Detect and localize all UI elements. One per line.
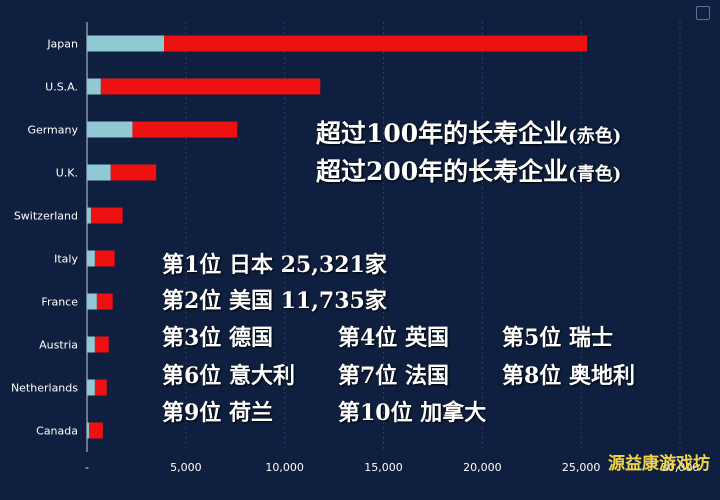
category-label: U.K. <box>56 167 78 180</box>
bar-segment <box>88 422 103 439</box>
bar-segment <box>132 121 238 138</box>
bar-segment <box>87 336 95 353</box>
rank-4: 第4位 英国 <box>338 325 449 351</box>
category-label: Switzerland <box>14 210 78 223</box>
legend-teal-text: 超过200年的长寿企业 <box>316 157 569 186</box>
bar-segment <box>90 207 123 224</box>
corner-icon <box>696 6 710 20</box>
bar-segment <box>164 35 588 52</box>
bar-segment <box>96 293 113 310</box>
bar-layer <box>87 35 588 439</box>
legend-red-series: 超过100年的长寿企业(赤色) <box>316 114 621 150</box>
category-label: Austria <box>39 339 78 352</box>
x-tick-label: - <box>85 461 89 474</box>
bar-segment <box>110 164 157 181</box>
x-tick-label: 5,000 <box>170 461 202 474</box>
category-label: Japan <box>46 38 78 51</box>
category-label: France <box>41 296 78 309</box>
watermark: 源益康游戏坊 <box>608 454 710 474</box>
rank-5: 第5位 瑞士 <box>502 325 613 351</box>
x-tick-label: 10,000 <box>265 461 304 474</box>
bar-segment <box>87 250 95 267</box>
x-tick-label: 30,000 <box>661 461 700 474</box>
label-layer: - 5,000 10,000 15,000 20,000 25,000 30,000 Japa… <box>11 38 699 475</box>
bar-segment <box>94 379 107 396</box>
legend-red-note: (赤色) <box>568 126 622 147</box>
rank-9: 第9位 荷兰 <box>162 400 273 426</box>
bar-segment <box>100 78 321 95</box>
x-tick-label: 15,000 <box>364 461 403 474</box>
bar-segment <box>87 164 111 181</box>
bar-segment <box>94 336 109 353</box>
category-label: Germany <box>27 124 78 137</box>
rank-7: 第7位 法国 <box>338 363 449 389</box>
bar-segment <box>87 207 91 224</box>
bar-segment <box>87 379 95 396</box>
bar-segment <box>87 293 97 310</box>
rank-6: 第6位 意大利 <box>162 363 295 389</box>
bar-segment <box>94 250 115 267</box>
bar-segment <box>87 78 101 95</box>
bar-segment <box>87 121 133 138</box>
legend-red-text: 超过100年的长寿企业 <box>316 119 569 148</box>
category-label: U.S.A. <box>45 81 78 94</box>
category-label: Netherlands <box>11 382 78 395</box>
legend-teal-series: 超过200年的长寿企业(青色) <box>316 152 621 188</box>
category-label: Italy <box>54 253 78 266</box>
x-tick-label: 20,000 <box>463 461 502 474</box>
rank-10: 第10位 加拿大 <box>338 400 487 426</box>
rank-1: 第1位 日本 25,321家 <box>162 252 387 278</box>
rank-2: 第2位 美国 11,735家 <box>162 288 387 314</box>
category-label: Canada <box>36 425 78 438</box>
rank-8: 第8位 奥地利 <box>502 363 635 389</box>
legend-teal-note: (青色) <box>568 164 622 185</box>
rank-3: 第3位 德国 <box>162 325 273 351</box>
bar-segment <box>87 35 165 52</box>
bar-segment <box>87 422 89 439</box>
x-tick-label: 25,000 <box>562 461 601 474</box>
